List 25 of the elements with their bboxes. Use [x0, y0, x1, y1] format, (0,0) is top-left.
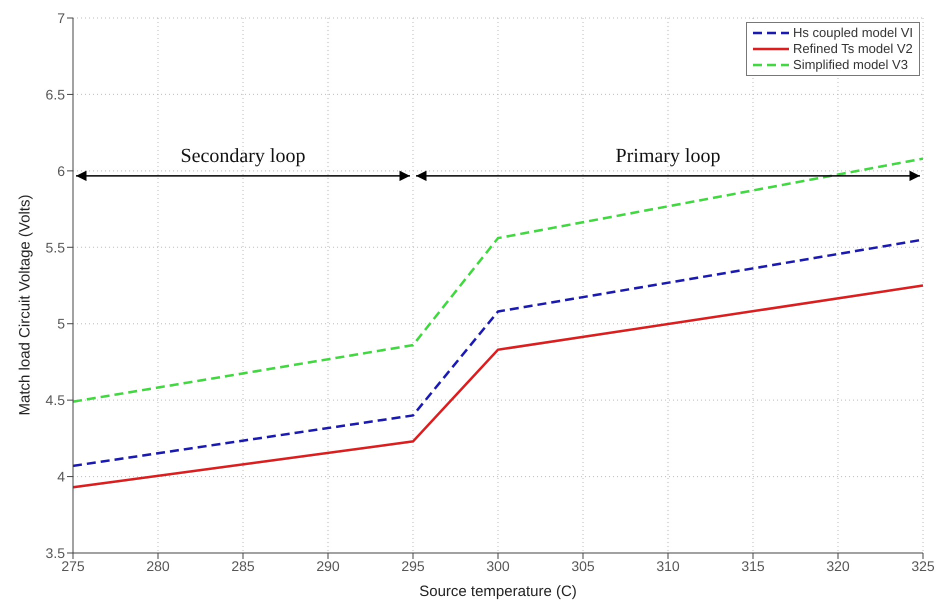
- y-tick-label: 5.5: [46, 239, 66, 256]
- annotation: Secondary loop: [180, 144, 306, 167]
- y-tick-label: 4.5: [46, 392, 66, 408]
- x-tick-label: 305: [571, 558, 595, 574]
- y-axis-title: Match load Circuit Voltage (Volts): [16, 194, 34, 416]
- x-tick-label: 300: [486, 558, 510, 574]
- legend-label: Refined Ts model V2: [793, 41, 913, 57]
- x-tick-label: 310: [656, 558, 680, 574]
- x-tick-label: 285: [231, 558, 255, 574]
- x-tick-label: 320: [826, 558, 850, 574]
- annotation: Primary loop: [616, 144, 720, 167]
- legend-label: Simplified model V3: [793, 57, 908, 73]
- y-tick-label: 6.5: [46, 86, 66, 102]
- y-tick-label: 6: [57, 162, 66, 179]
- line-series: [73, 284, 923, 489]
- y-tick-label: 5: [57, 316, 66, 332]
- y-tick-label: 4: [57, 468, 66, 485]
- x-tick-label: 290: [316, 558, 340, 574]
- x-tick-label: 315: [741, 558, 765, 574]
- x-tick-label: 325: [911, 558, 935, 574]
- x-axis-title: Source temperature (C): [419, 583, 577, 600]
- x-tick-label: 295: [401, 558, 425, 574]
- y-tick-label: 7: [57, 10, 66, 26]
- x-tick-label: 280: [146, 558, 170, 574]
- legend-label: Hs coupled model VI: [793, 25, 913, 41]
